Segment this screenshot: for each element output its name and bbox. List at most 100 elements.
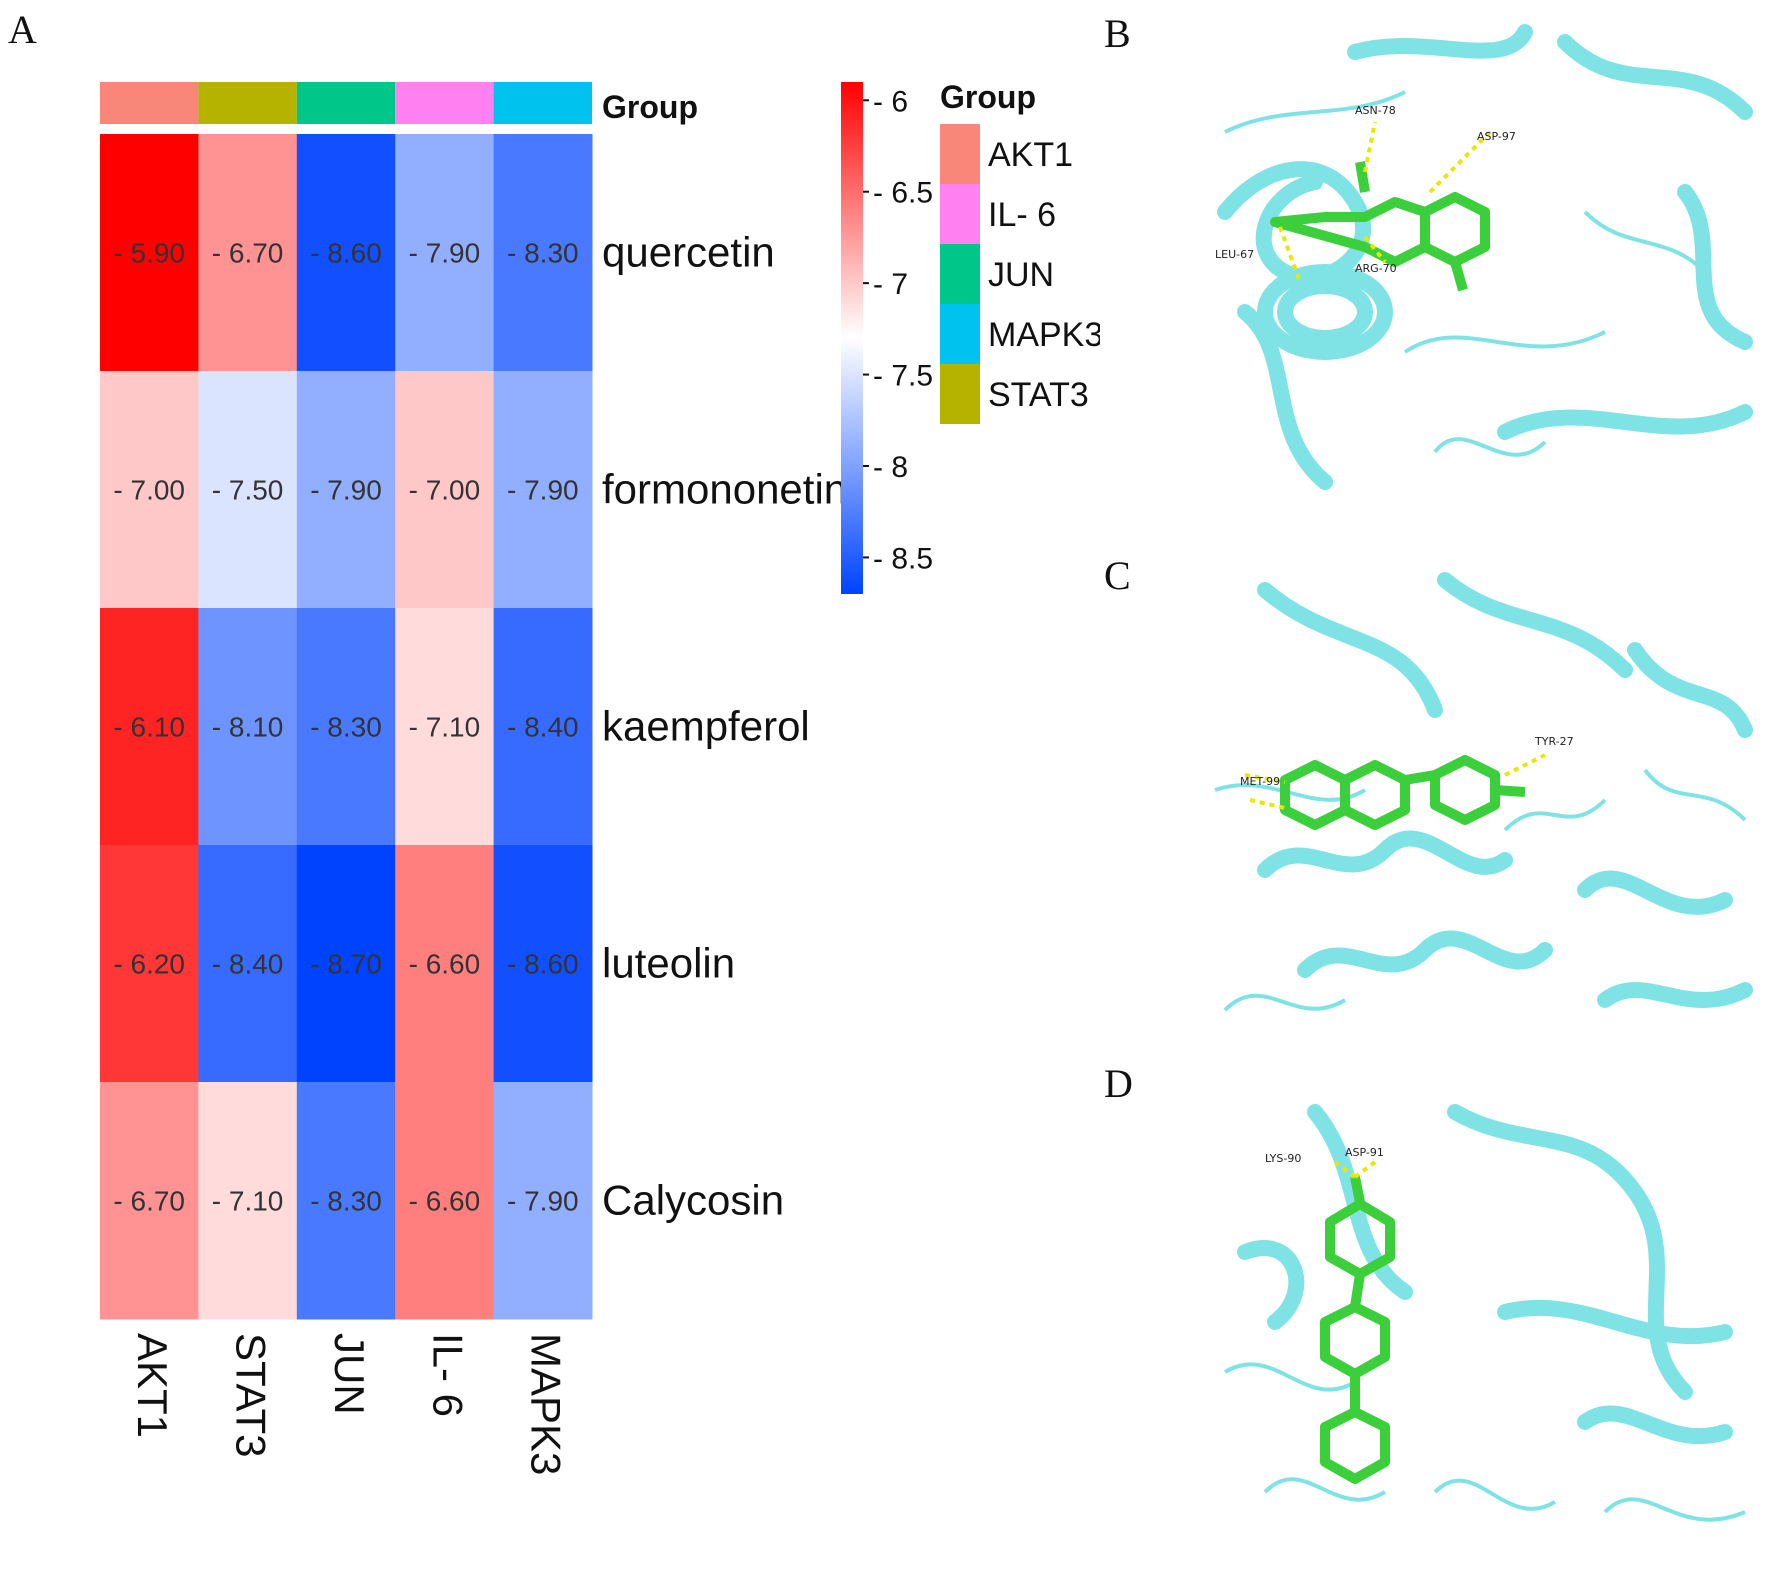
heatmap-cell xyxy=(100,134,199,372)
column-label: STAT3 xyxy=(228,1333,275,1457)
colorbar-tick-label: - 6 xyxy=(873,85,908,118)
annotation-cell xyxy=(100,82,199,124)
heatmap-cell xyxy=(493,845,593,1083)
legend-label: IL- 6 xyxy=(988,196,1056,234)
row-label: luteolin xyxy=(602,940,735,987)
heatmap-cells xyxy=(100,134,593,1320)
cell-value-label: - 7.00 xyxy=(409,475,481,506)
panel-letter-d: D xyxy=(1104,1061,1133,1106)
legend-swatch xyxy=(940,364,980,424)
colorbar xyxy=(841,82,863,594)
ligand xyxy=(1280,755,1526,830)
hbond-lines xyxy=(1333,1160,1377,1179)
heatmap-cell xyxy=(296,608,396,846)
cell-value-label: - 8.70 xyxy=(310,949,382,980)
heatmap-cell xyxy=(296,371,396,609)
docking-panel-c: TYR-27 MET-99 xyxy=(1205,570,1761,1048)
heatmap-cell xyxy=(395,1082,495,1320)
heatmap-chart: - 5.90 - 6.70 - 8.60 - 7.90 - 8.30 - 7.00 - 7.… xyxy=(100,79,1100,1475)
legend-swatch xyxy=(940,184,980,244)
legend-label: MAPK3 xyxy=(988,316,1100,354)
heatmap-cell xyxy=(100,371,199,609)
heatmap-cell xyxy=(296,845,396,1083)
group-annotation-bar xyxy=(100,82,592,124)
cell-value-label: - 7.90 xyxy=(507,1186,579,1217)
cell-value-label: - 6.70 xyxy=(212,238,284,269)
column-label: AKT1 xyxy=(129,1333,176,1438)
docking-panel-d: LYS-90 ASP-91 xyxy=(1205,1092,1761,1564)
heatmap-row-labels: quercetin formononetin kaempferol luteolin C… xyxy=(602,229,847,1224)
residue-label: ARG-70 xyxy=(1355,262,1397,275)
heatmap-cell xyxy=(493,371,593,609)
protein-ribbon xyxy=(1257,572,1753,1008)
heatmap-cell xyxy=(493,608,593,846)
panel-letter-a: A xyxy=(8,7,37,52)
heatmap-cell xyxy=(296,1082,396,1320)
cell-value-label: - 8.60 xyxy=(310,238,382,269)
cell-value-label: - 8.40 xyxy=(212,949,284,980)
heatmap-cell xyxy=(395,608,495,846)
column-label: JUN xyxy=(326,1333,373,1415)
residue-label: ASP-97 xyxy=(1477,130,1516,143)
column-label: MAPK3 xyxy=(523,1333,570,1475)
row-label: Calycosin xyxy=(602,1177,784,1224)
panel-letter-c: C xyxy=(1104,553,1131,598)
legend-label: JUN xyxy=(988,256,1054,294)
ligand xyxy=(1320,1176,1395,1484)
residue-label: TYR-27 xyxy=(1534,735,1574,748)
colorbar-tick-label: - 7.5 xyxy=(873,360,933,393)
cell-value-label: - 6.60 xyxy=(409,949,481,980)
cell-value-label: - 8.60 xyxy=(507,949,579,980)
cell-value-label: - 7.90 xyxy=(409,238,481,269)
annotation-label: Group xyxy=(602,89,698,125)
heatmap-cell xyxy=(100,845,199,1083)
group-legend: AKT1 IL- 6 JUN MAPK3 STAT3 xyxy=(940,124,1100,424)
heatmap-cell xyxy=(198,845,298,1083)
cell-value-label: - 7.90 xyxy=(507,475,579,506)
cell-value-label: - 8.40 xyxy=(507,712,579,743)
heatmap-cell xyxy=(493,134,593,372)
colorbar-tick-label: - 7 xyxy=(873,268,908,301)
residue-label: LYS-90 xyxy=(1265,1152,1301,1165)
heatmap-cell xyxy=(395,134,495,372)
colorbar-tick-label: - 6.5 xyxy=(873,177,933,210)
heatmap-column-labels: AKT1 STAT3 JUN IL- 6 MAPK3 xyxy=(129,1333,570,1475)
colorbar-tick-label: - 8.5 xyxy=(873,542,933,575)
heatmap-cell xyxy=(296,134,396,372)
annotation-cell xyxy=(296,82,396,124)
row-label: formononetin xyxy=(602,466,847,513)
cell-value-label: - 6.70 xyxy=(113,1186,185,1217)
annotation-cell xyxy=(493,82,592,124)
heatmap-cell-labels: - 5.90 - 6.70 - 8.60 - 7.90 - 8.30 - 7.00 - 7.… xyxy=(113,238,578,1217)
heatmap-cell xyxy=(100,608,199,846)
heatmap-cell xyxy=(198,1082,298,1320)
cell-value-label: - 6.60 xyxy=(409,1186,481,1217)
cell-value-label: - 7.50 xyxy=(212,475,284,506)
row-label: quercetin xyxy=(602,229,775,276)
heatmap-cell xyxy=(198,371,298,609)
legend-swatch xyxy=(940,244,980,304)
cell-value-label: - 8.30 xyxy=(310,712,382,743)
cell-value-label: - 7.10 xyxy=(212,1186,284,1217)
colorbar-ticks: - 6 - 6.5 - 7 - 7.5 - 8 - 8.5 xyxy=(863,85,933,575)
hbond-lines xyxy=(1244,753,1546,810)
heatmap-cell xyxy=(493,1082,593,1320)
legend-label: AKT1 xyxy=(988,136,1073,174)
heatmap-cell xyxy=(198,608,298,846)
residue-label: MET-99 xyxy=(1240,775,1280,788)
residue-label: LEU-67 xyxy=(1215,248,1254,261)
hbond-lines xyxy=(1278,121,1492,283)
heatmap-cell xyxy=(395,371,495,609)
heatmap-cell xyxy=(100,1082,199,1320)
heatmap-cell xyxy=(198,134,298,372)
ligand xyxy=(1270,161,1490,292)
cell-value-label: - 8.30 xyxy=(310,1186,382,1217)
legend-label: STAT3 xyxy=(988,376,1089,414)
docking-panel-b: ASN-78 ASP-97 LEU-67 ARG-70 xyxy=(1205,12,1761,490)
protein-ribbon xyxy=(1217,24,1753,490)
cell-value-label: - 7.90 xyxy=(310,475,382,506)
cell-value-label: - 8.30 xyxy=(507,238,579,269)
cell-value-label: - 6.20 xyxy=(113,949,185,980)
cell-value-label: - 5.90 xyxy=(113,238,185,269)
annotation-cell xyxy=(395,82,494,124)
